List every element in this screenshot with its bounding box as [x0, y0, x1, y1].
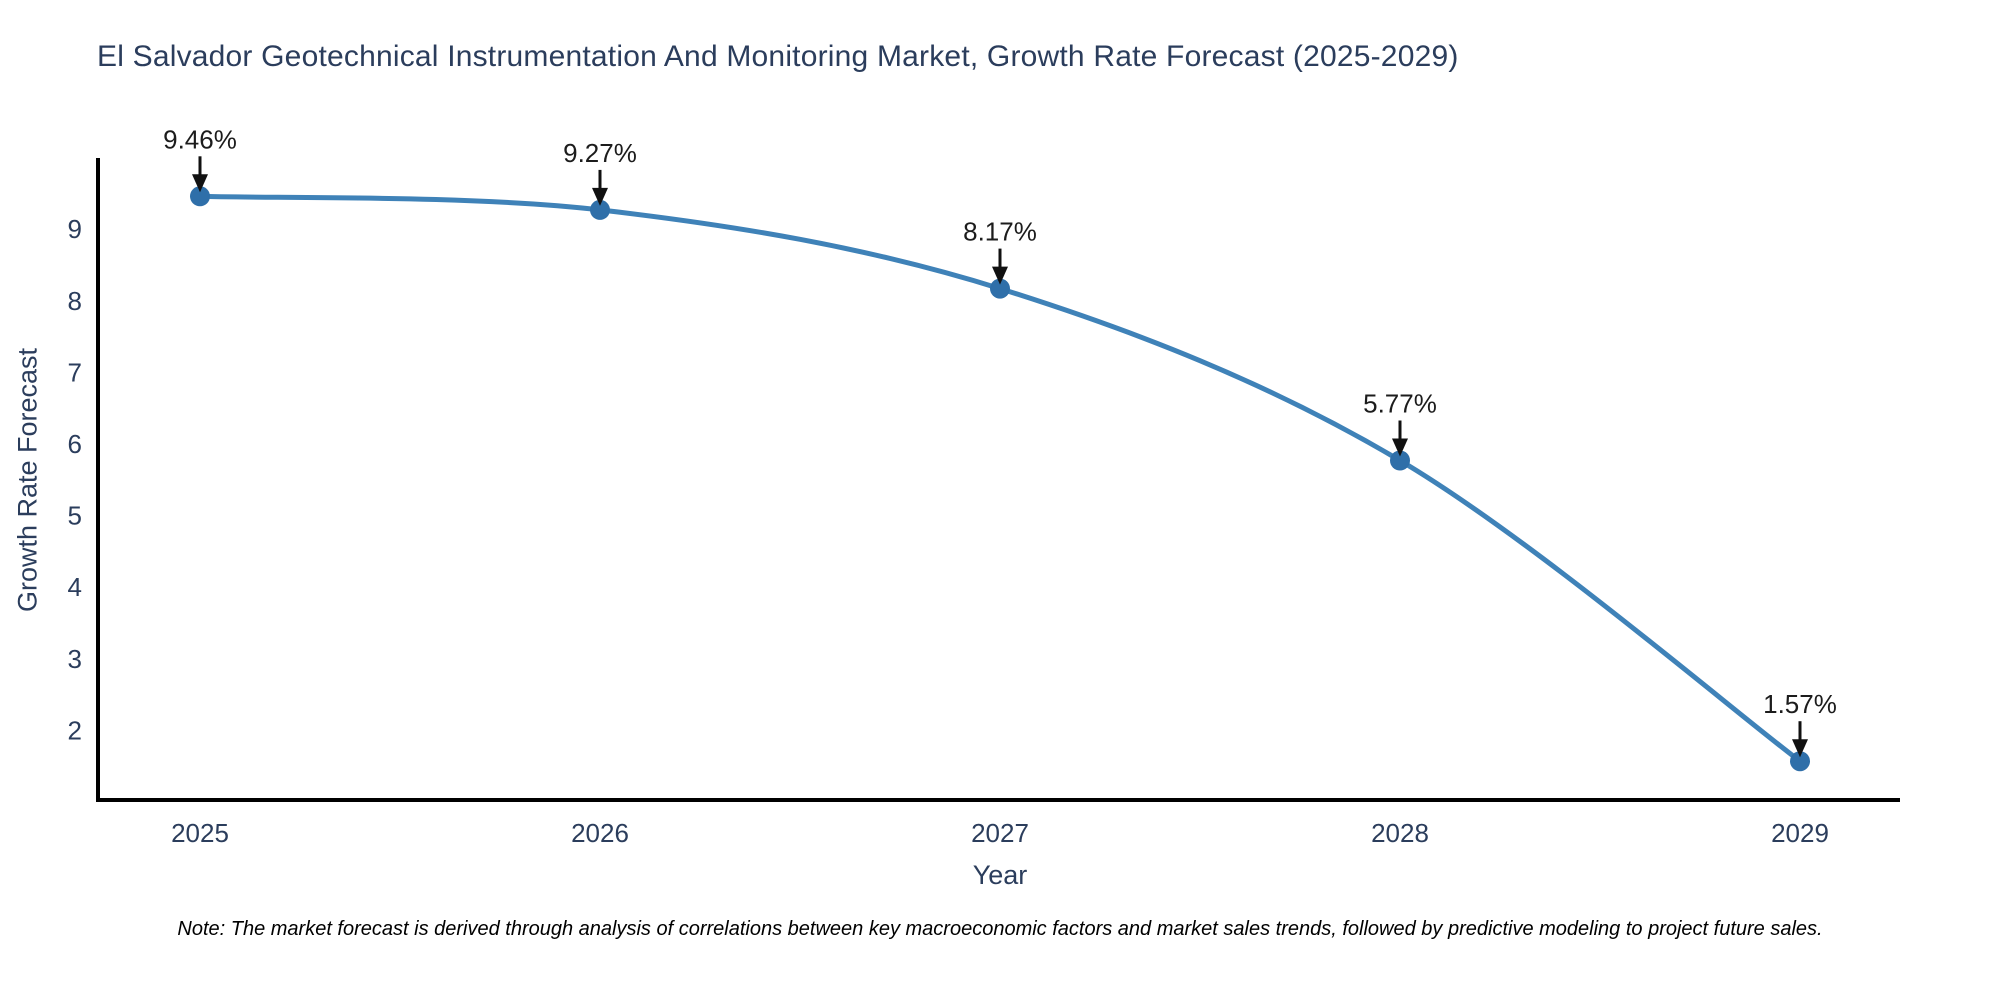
annotation-arrowhead-icon: [192, 174, 208, 193]
data-point-label: 9.46%: [163, 124, 237, 154]
annotation-arrowhead-icon: [1392, 438, 1408, 457]
x-tick-label: 2026: [571, 818, 629, 848]
data-point-marker: [590, 199, 610, 220]
chart-title: El Salvador Geotechnical Instrumentation…: [97, 40, 1459, 73]
y-tick-label: 2: [68, 715, 82, 745]
data-point-label: 1.57%: [1763, 689, 1837, 719]
y-tick-label: 7: [68, 357, 82, 387]
annotation-arrowhead-icon: [592, 187, 608, 206]
footnote: Note: The market forecast is derived thr…: [177, 918, 1823, 940]
annotation-arrowhead-icon: [1792, 739, 1808, 758]
data-point-label: 5.77%: [1363, 389, 1437, 419]
y-tick-label: 9: [68, 214, 82, 244]
x-tick-label: 2027: [971, 818, 1029, 848]
data-point-marker: [990, 278, 1010, 299]
y-tick-label: 3: [68, 644, 82, 674]
y-tick-label: 6: [68, 429, 82, 459]
y-tick-label: 4: [68, 572, 82, 602]
axis-lines: [96, 158, 1900, 802]
y-axis-label: Growth Rate Forecast: [12, 347, 43, 613]
data-point-marker: [1790, 751, 1810, 772]
y-tick-label: 5: [68, 501, 82, 531]
y-tick-label: 8: [68, 286, 82, 316]
data-point-marker: [1390, 450, 1410, 471]
x-tick-label: 2028: [1371, 818, 1429, 848]
data-point-marker: [190, 186, 210, 207]
x-tick-label: 2029: [1771, 818, 1829, 848]
data-point-label: 9.27%: [563, 138, 637, 168]
x-tick-label: 2025: [171, 818, 229, 848]
data-point-label: 8.17%: [963, 217, 1037, 247]
annotation-arrowhead-icon: [992, 266, 1008, 285]
x-axis-label: Year: [972, 860, 1028, 890]
